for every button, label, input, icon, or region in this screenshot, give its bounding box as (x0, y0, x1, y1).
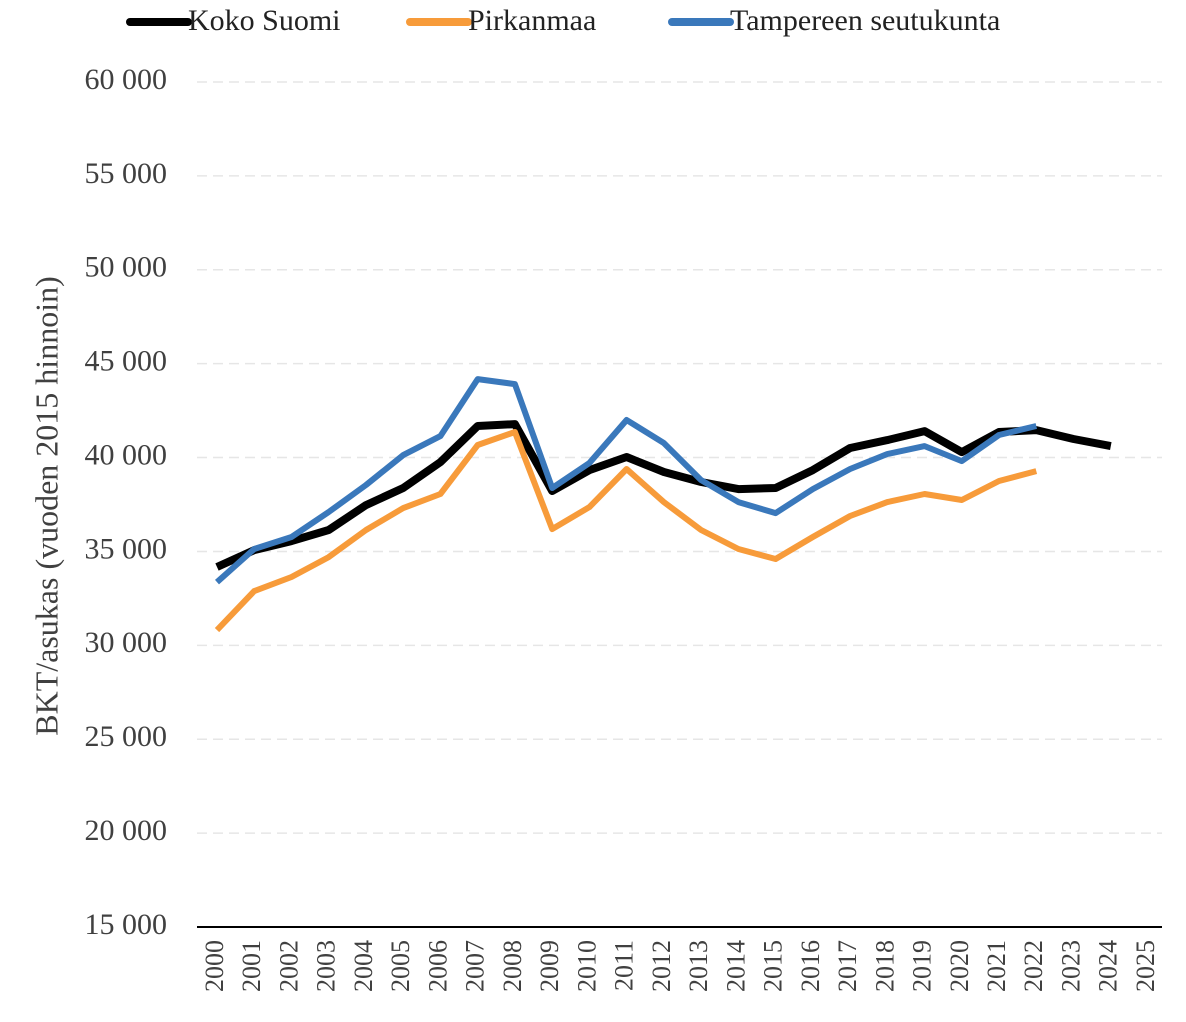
x-tick-label: 2023 (1056, 940, 1085, 992)
x-tick-label: 2013 (684, 940, 713, 992)
y-tick-label: 50 000 (85, 251, 168, 284)
x-tick-label: 2000 (200, 940, 229, 992)
series-line (214, 429, 1038, 633)
x-tick-label: 2002 (274, 940, 303, 992)
y-tick-label: 30 000 (85, 626, 168, 659)
y-tick-label: 40 000 (85, 438, 168, 471)
y-tick-label: 35 000 (85, 532, 168, 565)
legend-label: Koko Suomi (188, 4, 341, 37)
y-tick-label: 55 000 (85, 157, 168, 190)
x-tick-label: 2020 (945, 940, 974, 992)
x-tick-label: 2022 (1019, 940, 1048, 992)
x-tick-label: 2019 (908, 940, 937, 992)
series-line (215, 376, 1038, 585)
x-tick-label: 2018 (870, 940, 899, 992)
legend-label: Pirkanmaa (468, 4, 596, 37)
x-tick-label: 2014 (721, 940, 750, 992)
x-tick-label: 2016 (796, 940, 825, 992)
y-tick-label: 15 000 (85, 908, 168, 941)
series-line (215, 420, 1112, 571)
y-tick-label: 20 000 (85, 814, 168, 847)
x-tick-label: 2017 (833, 940, 862, 992)
x-tick-label: 2001 (237, 940, 266, 992)
x-tick-label: 2006 (423, 940, 452, 992)
legend-label: Tampereen seutukunta (730, 4, 1000, 37)
x-tick-label: 2005 (386, 940, 415, 992)
x-tick-label: 2007 (461, 940, 490, 992)
x-tick-label: 2015 (759, 940, 788, 992)
x-tick-label: 2011 (610, 940, 639, 991)
y-tick-label: 45 000 (85, 345, 168, 378)
x-tick-label: 2025 (1131, 940, 1160, 992)
x-tick-label: 2004 (349, 940, 378, 992)
x-tick-label: 2008 (498, 940, 527, 992)
y-tick-label: 60 000 (85, 63, 168, 96)
x-tick-label: 2003 (312, 940, 341, 992)
x-tick-label: 2009 (535, 940, 564, 992)
y-axis-label: BKT/asukas (vuoden 2015 hinnoin) (28, 276, 64, 736)
x-tick-label: 2010 (572, 940, 601, 992)
x-tick-label: 2021 (982, 940, 1011, 992)
x-tick-label: 2012 (647, 940, 676, 992)
y-tick-label: 25 000 (85, 720, 168, 753)
x-tick-label: 2024 (1094, 940, 1123, 992)
